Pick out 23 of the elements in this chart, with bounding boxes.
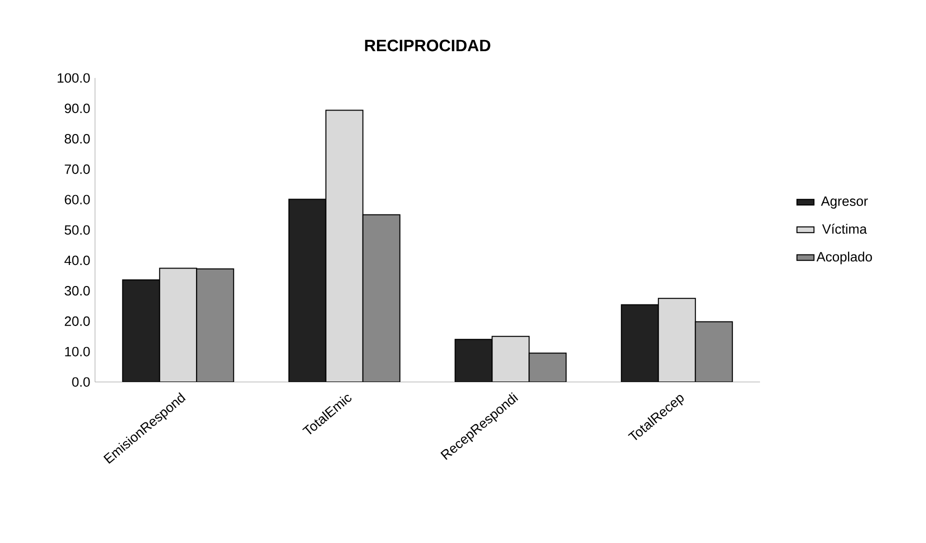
bar — [159, 268, 198, 382]
bar — [658, 298, 696, 382]
y-tick-label: 60.0 — [64, 194, 90, 204]
y-tick-label: 30.0 — [64, 286, 90, 296]
bar — [454, 338, 493, 382]
y-tick-label: 40.0 — [64, 256, 90, 266]
y-tick-label: 90.0 — [64, 104, 90, 114]
chart-title: RECIPROCIDAD — [365, 40, 490, 52]
bar — [325, 110, 364, 382]
bar — [620, 304, 659, 382]
legend-label: Acoplado — [816, 252, 872, 264]
bar — [288, 198, 326, 382]
y-tick-label: 100.0 — [58, 73, 90, 83]
legend-label: Víctima — [822, 224, 867, 234]
y-tick-label: 50.0 — [64, 225, 90, 235]
y-tick-label: 70.0 — [64, 164, 90, 174]
y-tick-label: 80.0 — [64, 134, 90, 144]
y-tick-label: 10.0 — [65, 346, 90, 356]
y-tick-label: 0.0 — [72, 377, 90, 387]
legend-label: Agresor — [820, 196, 868, 209]
bar — [122, 279, 160, 382]
y-tick-label: 20.0 — [64, 316, 90, 326]
bar — [492, 336, 530, 382]
